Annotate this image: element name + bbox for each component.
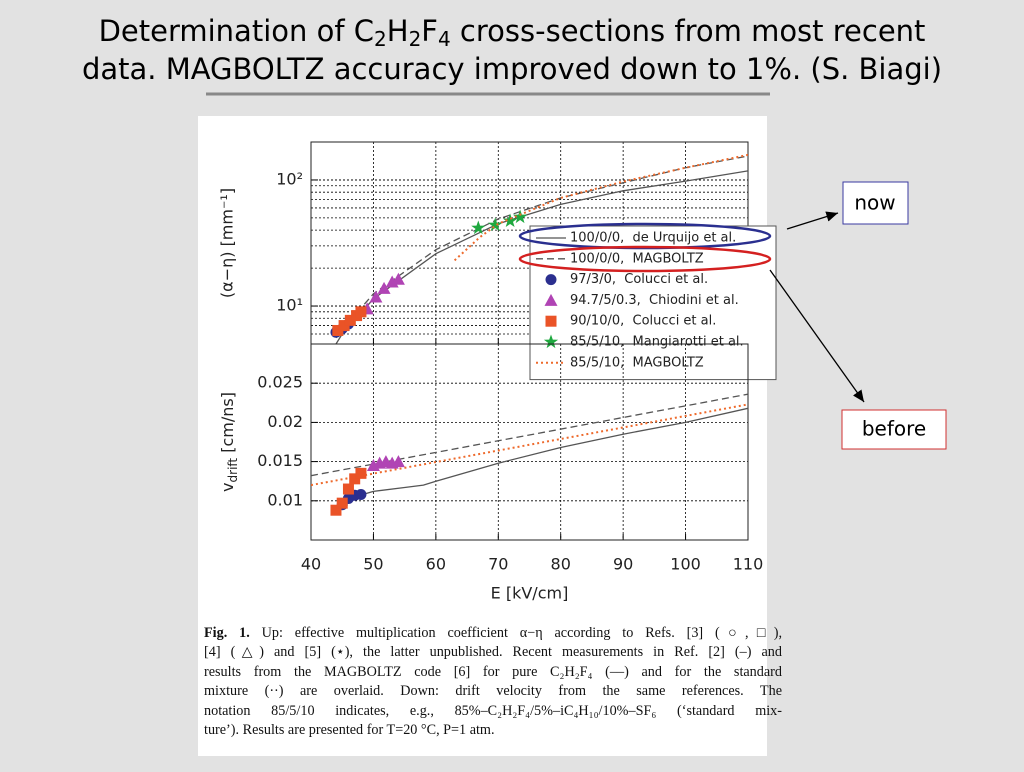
- x-tick-label: 80: [551, 555, 571, 574]
- series-layer: [330, 153, 748, 344]
- y-axis-label-text: [cm/ns]: [218, 392, 237, 458]
- title-text: F: [421, 14, 438, 48]
- y-tick-label: 10¹: [276, 296, 303, 315]
- legend-label: 100/0/0, de Urquijo et al.: [570, 231, 736, 246]
- point: [330, 504, 342, 516]
- y-axis-label-text: v: [218, 482, 237, 491]
- x-tick-label: 40: [301, 555, 321, 574]
- legend-label: 100/0/0, MAGBOLTZ: [570, 251, 704, 266]
- x-tick-label: 110: [733, 555, 764, 574]
- point: [344, 314, 356, 326]
- point: [391, 272, 405, 285]
- legend-label: 85/5/10, Mangiarotti et al.: [570, 335, 744, 350]
- figure-panel: [198, 116, 767, 756]
- y-tick-label: 0.02: [267, 412, 303, 431]
- point: [488, 217, 503, 232]
- series-line: [311, 393, 748, 477]
- y-axis-label: vdrift [cm/ns]: [218, 392, 240, 492]
- y-tick-label: 0.01: [267, 490, 303, 509]
- point: [545, 315, 557, 327]
- x-tick-label: 50: [363, 555, 383, 574]
- series-line: [311, 403, 748, 487]
- figure-caption: Fig. 1. Up: effective multiplication coe…: [204, 624, 782, 740]
- slide-title-line-2: data. MAGBOLTZ accuracy improved down to…: [82, 52, 942, 86]
- point: [349, 473, 361, 485]
- point: [545, 274, 557, 286]
- point: [513, 209, 528, 224]
- legend-label: 94.7/5/0.3, Chiodini et al.: [570, 293, 739, 308]
- caption-line: mixture (··) are overlaid. Down: drift v…: [204, 683, 782, 700]
- callout-box: [841, 409, 947, 450]
- title-subscript: 2: [374, 27, 387, 51]
- series-line: [335, 407, 748, 512]
- point: [338, 320, 350, 332]
- point: [342, 483, 354, 495]
- slide-title-line-1: Determination of C2H2F4 cross-sections f…: [99, 14, 926, 51]
- title-subscript: 2: [409, 27, 422, 51]
- callout-box: [842, 181, 909, 225]
- caption-text: Up: effective multiplication coefficient…: [261, 625, 783, 641]
- point: [355, 306, 367, 318]
- caption-line: [4] (△) and [5] (⋆), the latter unpublis…: [204, 644, 782, 661]
- arrow: [769, 269, 865, 403]
- point: [471, 220, 486, 235]
- arrow: [786, 211, 839, 230]
- y-axis-label: (α−η) [mm⁻¹]: [218, 188, 237, 298]
- point: [377, 281, 391, 294]
- callout-now: now: [854, 191, 895, 215]
- point: [369, 290, 383, 303]
- y-axis-label-subscript: drift: [226, 458, 240, 483]
- caption-label: Fig. 1.: [204, 625, 250, 641]
- chart: 40 50 60 70 80 90 100 110 0.01 0.015 0.02 0.025 vdri…: [218, 343, 764, 603]
- y-tick-label: 0.025: [257, 373, 303, 392]
- title-text: H: [387, 14, 409, 48]
- x-tick-label: 100: [670, 555, 701, 574]
- x-tick-label: 60: [426, 555, 446, 574]
- legend-label: 90/10/0, Colucci et al.: [570, 314, 716, 329]
- caption-line: results from the MAGBOLTZ code [6] for p…: [204, 663, 782, 680]
- legend: 100/0/0, de Urquijo et al. 100/0/0, MAGBO…: [518, 222, 777, 381]
- y-tick-label: 10²: [276, 169, 303, 188]
- plot-frame: [310, 343, 749, 541]
- point: [543, 334, 559, 349]
- title-text: Determination of C: [99, 14, 374, 48]
- title-text: cross-sections from most recent: [451, 14, 926, 48]
- y-tick-label: 0.015: [257, 451, 303, 470]
- x-axis-label: E [kV/cm]: [491, 584, 569, 603]
- title-subscript: 4: [438, 27, 451, 51]
- caption-line: ture’). Results are presented for T=20 °…: [204, 722, 495, 739]
- x-tick-label: 70: [488, 555, 508, 574]
- legend-label: 85/5/10, MAGBOLTZ: [570, 355, 704, 370]
- series-layer: [311, 393, 748, 516]
- point: [544, 293, 558, 306]
- point: [503, 213, 518, 227]
- point: [391, 455, 405, 468]
- point: [336, 497, 348, 509]
- point: [355, 467, 367, 479]
- point: [332, 324, 344, 336]
- x-tick-label: 90: [613, 555, 633, 574]
- caption-line: Fig. 1. Up: effective multiplication coe…: [204, 624, 782, 643]
- callout-before: before: [862, 417, 926, 441]
- point: [355, 489, 367, 501]
- caption-line: notation 85/5/10 indicates, e.g., 85%–C₂…: [204, 702, 782, 719]
- legend-label: 97/3/0, Colucci et al.: [570, 272, 708, 287]
- highlight-before: [518, 245, 772, 273]
